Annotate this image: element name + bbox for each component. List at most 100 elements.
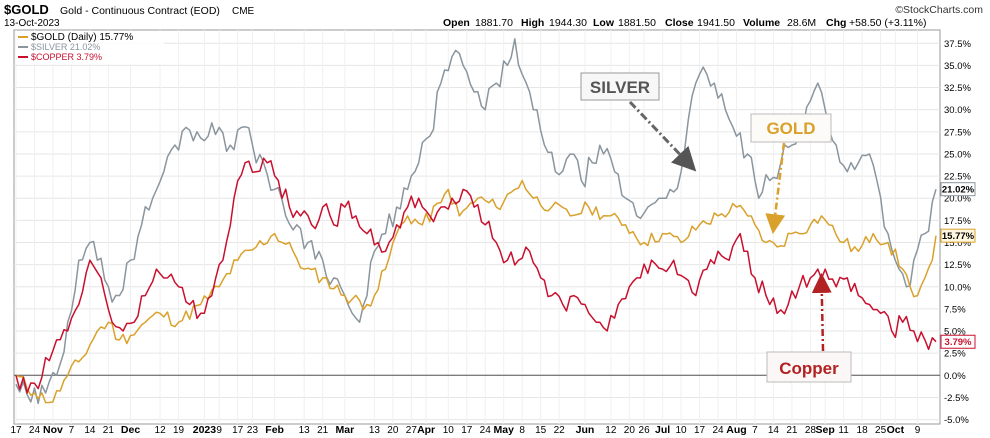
y-tick-label: 32.5%: [944, 83, 971, 94]
end-label-box: [940, 228, 976, 243]
y-tick-label: 37.5%: [944, 39, 971, 50]
symbol-description: Gold - Continuous Contract (EOD): [60, 5, 220, 17]
x-tick-label: Nov: [43, 424, 63, 436]
x-tick-label: Apr: [417, 424, 435, 436]
x-tick-label: 20: [387, 425, 399, 436]
x-tick-label: 17: [232, 425, 244, 436]
annotation-silver-label: SILVER: [590, 78, 650, 97]
x-tick-label: 14: [768, 425, 780, 436]
y-tick-label: 7.5%: [944, 304, 966, 315]
x-tick-label: 19: [173, 425, 185, 436]
y-tick-label: 5.0%: [944, 327, 966, 338]
x-tick-label: 28: [805, 425, 817, 436]
x-tick-label: 24: [29, 425, 41, 436]
y-tick-label: 2.5%: [944, 349, 966, 360]
x-tick-label: 8: [519, 425, 525, 436]
x-tick-label: 7: [69, 425, 75, 436]
x-tick-label: 13: [299, 425, 311, 436]
series-line-copper: [15, 157, 937, 394]
x-tick-label: 27: [406, 425, 418, 436]
x-tick-label: Mar: [335, 424, 354, 436]
y-tick-label: -5.0%: [944, 415, 969, 426]
x-tick-label: Jun: [576, 424, 595, 436]
end-label-golddaily: 15.77%: [940, 228, 976, 243]
x-tick-label: 18: [857, 425, 869, 436]
annotation-copper-box: [766, 351, 852, 383]
volume-label: Volume: [743, 17, 780, 29]
x-tick-label: 17: [694, 425, 706, 436]
x-tick-label: May: [493, 424, 514, 436]
close-label: Close: [665, 17, 694, 29]
x-tick-label: 24: [480, 425, 492, 436]
volume-value: 28.6M: [787, 17, 816, 29]
y-tick-label: 22.5%: [944, 172, 971, 183]
end-label-text: 3.79%: [945, 337, 972, 348]
x-tick-label: 22: [554, 425, 566, 436]
chg-value: +58.50 (+3.11%): [849, 17, 926, 29]
annotation-silver: SILVER: [580, 72, 697, 172]
annotation-gold-label: GOLD: [766, 119, 815, 138]
annotation-copper: Copper: [766, 272, 852, 383]
annotation-silver-arrow: [628, 100, 697, 172]
x-tick-label: 12: [605, 425, 617, 436]
gridlines: [14, 30, 940, 424]
x-tick-label: 23: [247, 425, 259, 436]
x-tick-label: 17: [461, 425, 473, 436]
y-tick-label: -2.5%: [944, 393, 969, 404]
exchange-label: CME: [232, 6, 255, 17]
high-value: 1944.30: [549, 17, 587, 29]
x-tick-label: 15: [535, 425, 547, 436]
symbol-title: $GOLD: [4, 2, 49, 17]
x-tick-label: 11: [838, 425, 849, 436]
y-tick-label: 12.5%: [944, 260, 971, 271]
y-tick-label: 20.0%: [944, 194, 971, 205]
y-tick-label: 15.0%: [944, 238, 971, 249]
x-tick-label: Dec: [121, 424, 140, 436]
end-label-box: [940, 334, 976, 349]
y-tick-label: 27.5%: [944, 127, 971, 138]
annotation-silver-box: [580, 72, 660, 101]
x-axis-tick-labels: 17 24 Nov 7 14 21 Dec 12 19 2023 9 17 23 Feb 13 21 Mar 13…: [10, 424, 920, 436]
end-label-box: [940, 182, 976, 197]
open-label: Open: [443, 17, 470, 29]
high-label: High: [521, 17, 544, 29]
ohlc-stats: Open 1881.70 High 1944.30 Low 1881.50 Cl…: [443, 17, 926, 29]
end-label-text: 21.02%: [942, 185, 975, 196]
y-axis-tick-labels: -5.0% -2.5% 0.0% 2.5% 5.0% 7.5% 10.0% 12.5% 15.0…: [944, 39, 971, 426]
x-tick-label: 20: [624, 425, 636, 436]
open-value: 1881.70: [475, 17, 513, 29]
x-tick-label: 21: [317, 425, 329, 436]
x-tick-label: 17: [10, 425, 22, 436]
x-tick-label: Jul: [655, 424, 670, 436]
watermark: ©StockCharts.com: [895, 4, 983, 16]
x-tick-label: 25: [875, 425, 887, 436]
x-tick-label: 21: [103, 425, 115, 436]
annotation-gold: GOLD: [750, 113, 832, 235]
y-tick-label: 0.0%: [944, 371, 966, 382]
plot-frame: [13, 29, 941, 425]
low-label: Low: [593, 17, 615, 29]
legend-entry-gold: $GOLD (Daily) 15.77%: [31, 32, 133, 43]
x-tick-label: 12: [155, 425, 167, 436]
x-tick-label: Sep: [816, 424, 835, 436]
x-tick-label: 13: [369, 425, 381, 436]
chart-date: 13-Oct-2023: [4, 18, 60, 29]
end-label-silver: 21.02%: [940, 182, 976, 197]
y-tick-label: 10.0%: [944, 282, 971, 293]
x-tick-label: Feb: [265, 424, 284, 436]
x-tick-label: 10: [675, 425, 687, 436]
x-tick-label: 10: [443, 425, 455, 436]
low-value: 1881.50: [618, 17, 656, 29]
legend-background: [16, 31, 164, 64]
chg-label: Chg: [826, 17, 846, 29]
legend-entry-silver: $SILVER 21.02%: [31, 42, 100, 52]
y-tick-label: 17.5%: [944, 216, 971, 227]
x-tick-label: Oct: [887, 424, 905, 436]
y-tick-label: 30.0%: [944, 105, 971, 116]
annotation-copper-label: Copper: [779, 359, 839, 378]
x-tick-label: 9: [216, 425, 222, 436]
x-tick-label: 21: [786, 425, 798, 436]
x-tick-label: 14: [84, 425, 96, 436]
y-tick-label: 35.0%: [944, 61, 971, 72]
